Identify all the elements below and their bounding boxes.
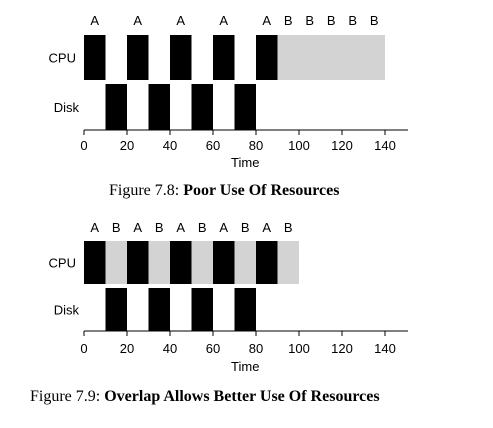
cpu-block-a bbox=[127, 241, 149, 284]
x-tick-label: 140 bbox=[374, 341, 396, 356]
cpu-block-a bbox=[84, 241, 106, 284]
job-label-b: B bbox=[241, 220, 250, 235]
caption-title: Poor Use Of Resources bbox=[183, 182, 339, 199]
x-tick-label: 100 bbox=[288, 341, 310, 356]
cpu-block-a bbox=[170, 241, 192, 284]
cpu-block-b bbox=[234, 241, 256, 284]
disk-block bbox=[105, 84, 127, 130]
job-label-b: B bbox=[284, 220, 293, 235]
x-tick-label: 120 bbox=[331, 138, 353, 153]
x-tick-label: 60 bbox=[206, 138, 220, 153]
disk-row-label: Disk bbox=[54, 100, 80, 115]
job-label-a: A bbox=[176, 13, 185, 28]
job-label-a: A bbox=[90, 220, 99, 235]
x-axis-label: Time bbox=[231, 359, 259, 374]
caption-prefix: Figure 7.8: bbox=[109, 182, 183, 199]
cpu-block-a bbox=[256, 241, 278, 284]
figure-caption: Figure 7.8: Poor Use Of Resources bbox=[109, 182, 339, 199]
job-label-b: B bbox=[284, 13, 293, 28]
caption-prefix: Figure 7.9: bbox=[30, 388, 104, 405]
job-label-a: A bbox=[90, 13, 99, 28]
disk-block bbox=[105, 288, 127, 331]
job-label-a: A bbox=[262, 13, 271, 28]
x-tick-label: 140 bbox=[374, 138, 396, 153]
cpu-row-label: CPU bbox=[49, 51, 76, 66]
disk-block bbox=[148, 84, 170, 130]
job-label-a: A bbox=[133, 220, 142, 235]
job-label-b: B bbox=[348, 13, 357, 28]
x-tick-label: 20 bbox=[120, 341, 134, 356]
disk-row-label: Disk bbox=[54, 303, 80, 318]
figure-caption: Figure 7.9: Overlap Allows Better Use Of… bbox=[30, 388, 380, 405]
disk-block bbox=[191, 288, 213, 331]
cpu-block-a bbox=[170, 35, 192, 80]
x-tick-label: 80 bbox=[249, 341, 263, 356]
cpu-block-a bbox=[127, 35, 149, 80]
job-label-b: B bbox=[198, 220, 207, 235]
cpu-row-label: CPU bbox=[49, 256, 76, 271]
x-tick-label: 0 bbox=[80, 138, 87, 153]
job-label-a: A bbox=[176, 220, 185, 235]
x-tick-label: 20 bbox=[120, 138, 134, 153]
disk-block bbox=[234, 288, 256, 331]
cpu-block-b bbox=[105, 241, 127, 284]
disk-block bbox=[191, 84, 213, 130]
x-axis-label: Time bbox=[231, 155, 259, 170]
x-tick-label: 120 bbox=[331, 341, 353, 356]
cpu-block-b bbox=[277, 241, 299, 284]
job-label-b: B bbox=[155, 220, 164, 235]
cpu-block-a bbox=[213, 35, 235, 80]
x-tick-label: 40 bbox=[163, 138, 177, 153]
x-tick-label: 100 bbox=[288, 138, 310, 153]
cpu-block-a bbox=[256, 35, 278, 80]
x-tick-label: 60 bbox=[206, 341, 220, 356]
disk-block bbox=[234, 84, 256, 130]
x-tick-label: 40 bbox=[163, 341, 177, 356]
job-label-a: A bbox=[262, 220, 271, 235]
job-label-b: B bbox=[327, 13, 336, 28]
x-tick-label: 0 bbox=[80, 341, 87, 356]
cpu-block-a bbox=[84, 35, 106, 80]
job-label-b: B bbox=[112, 220, 121, 235]
x-tick-label: 80 bbox=[249, 138, 263, 153]
job-label-b: B bbox=[370, 13, 379, 28]
disk-block bbox=[148, 288, 170, 331]
cpu-block-idle bbox=[277, 35, 385, 80]
job-label-a: A bbox=[219, 220, 228, 235]
job-label-a: A bbox=[133, 13, 142, 28]
job-label-b: B bbox=[305, 13, 314, 28]
job-label-a: A bbox=[219, 13, 228, 28]
cpu-block-b bbox=[191, 241, 213, 284]
cpu-block-b bbox=[148, 241, 170, 284]
caption-title: Overlap Allows Better Use Of Resources bbox=[104, 388, 379, 405]
cpu-block-a bbox=[213, 241, 235, 284]
